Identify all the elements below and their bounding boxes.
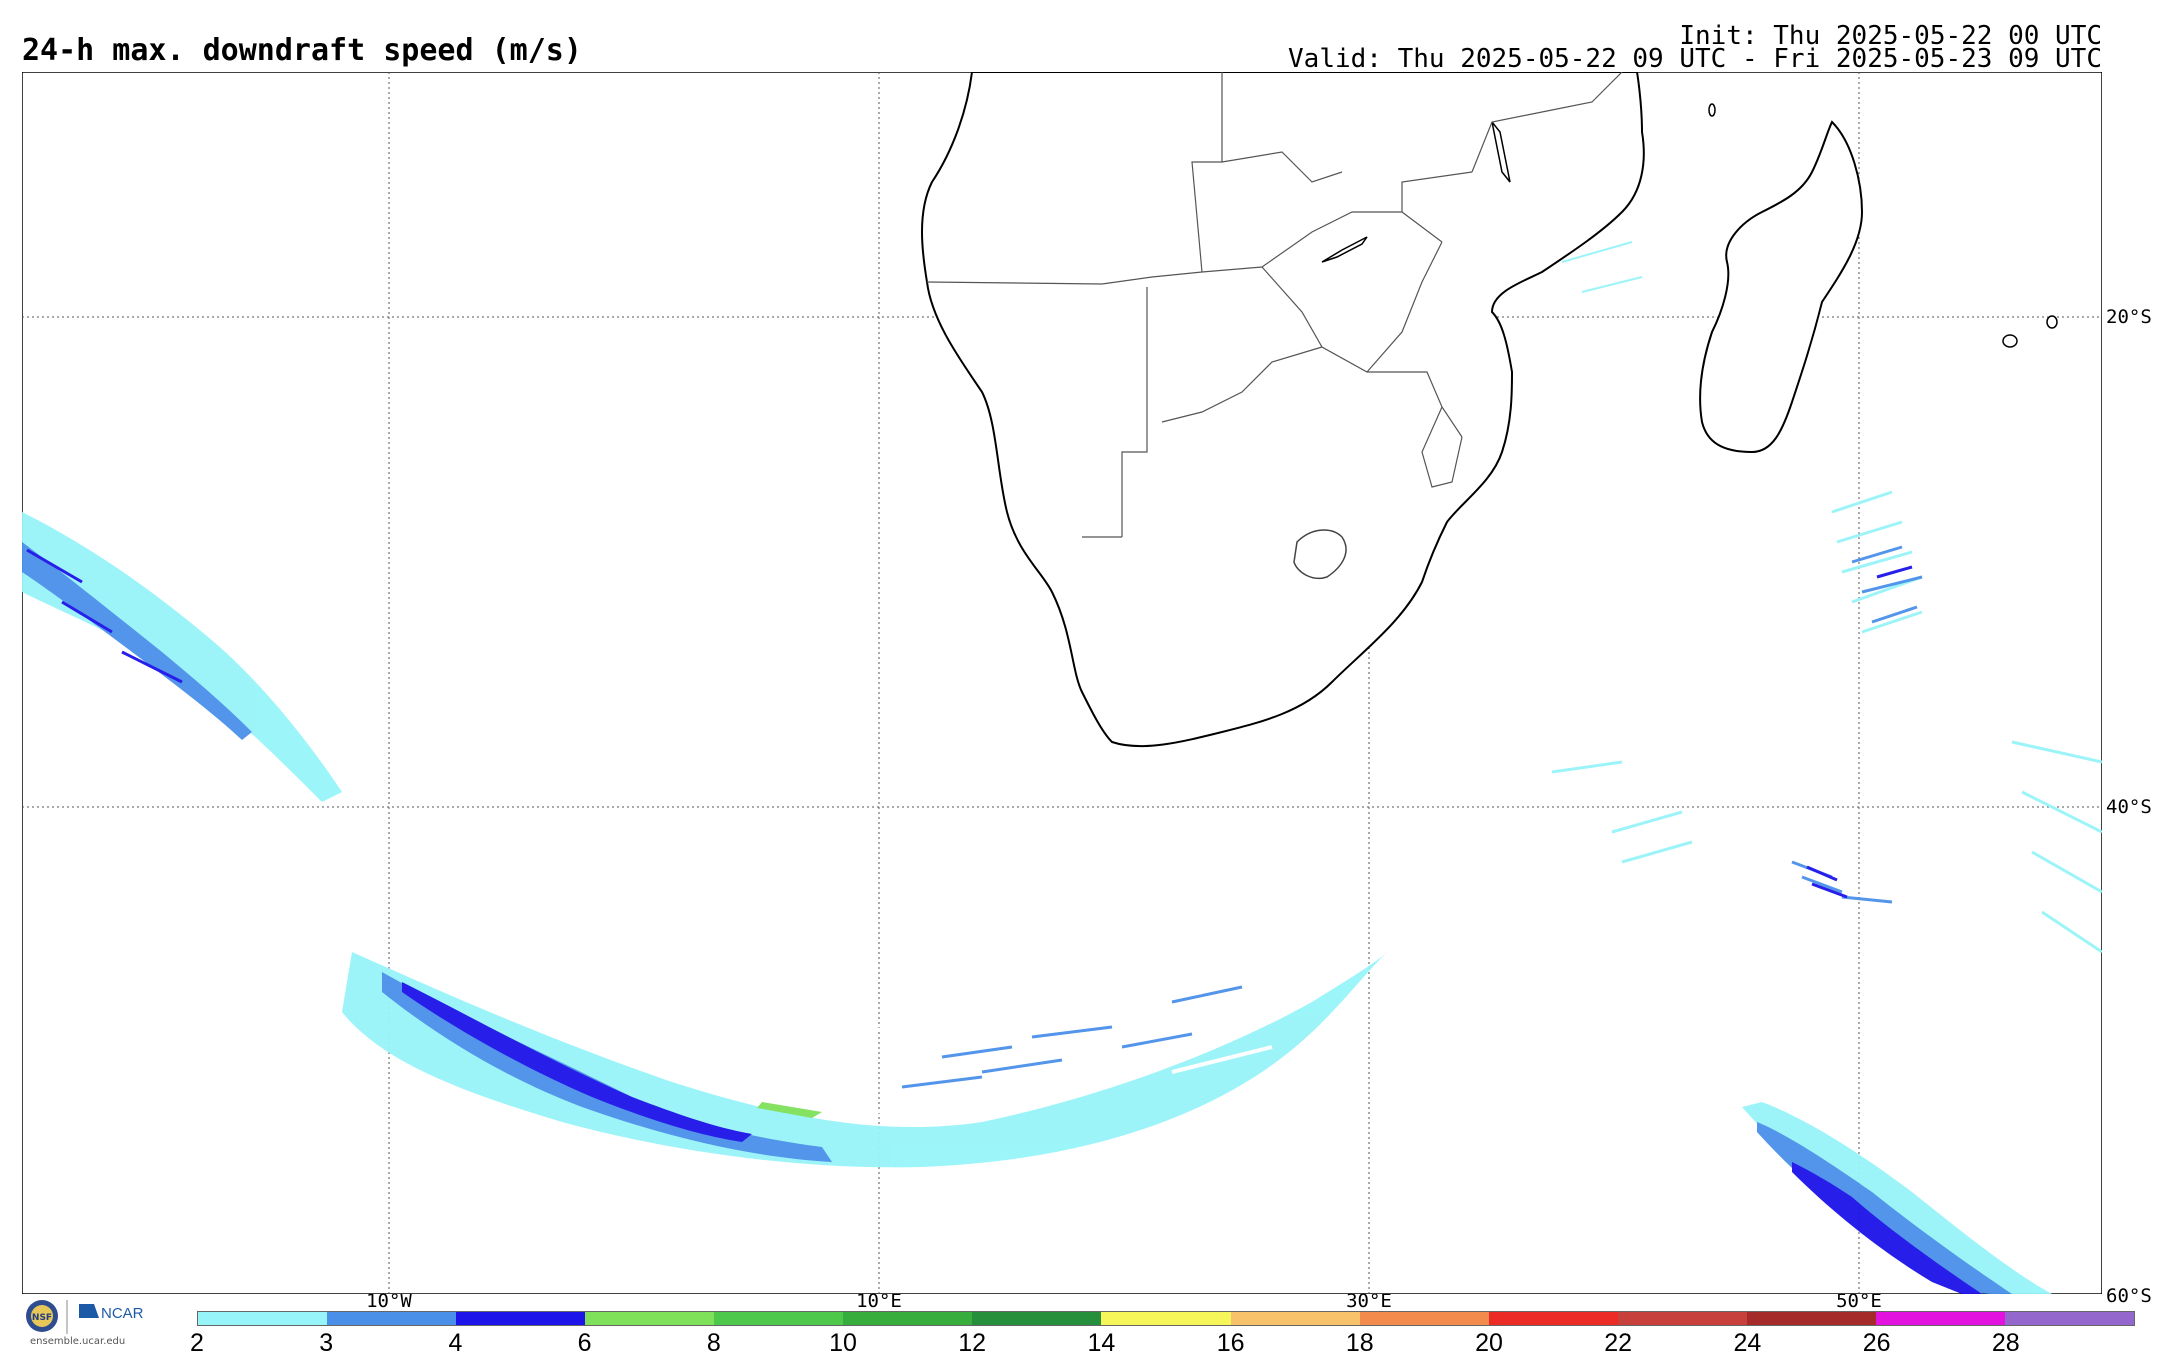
ncar-mark-icon xyxy=(79,1304,99,1318)
init-time: Init: Thu 2025-05-22 00 UTC xyxy=(1679,21,2102,51)
colorbar-tick-label: 18 xyxy=(1345,1329,1374,1357)
se-band-blue xyxy=(1757,1122,2012,1294)
colorbar-segment-7 xyxy=(1101,1312,1231,1325)
map-panel xyxy=(22,72,2102,1294)
lon-label-30e: 30°E xyxy=(1346,1290,1392,1312)
colorbar-tick-label: 24 xyxy=(1733,1329,1762,1357)
colorbar-tick-label: 28 xyxy=(1991,1329,2020,1357)
colorbar-segment-2 xyxy=(456,1312,586,1325)
country-borders xyxy=(926,72,1623,538)
colorbar-tick-label: 14 xyxy=(1087,1329,1116,1357)
colorbar-segment-10 xyxy=(1488,1312,1618,1325)
colorbar-tick-label: 6 xyxy=(577,1329,592,1357)
w-band-streaks xyxy=(26,548,183,684)
valid-time: Valid: Thu 2025-05-22 09 UTC - Fri 2025-… xyxy=(1288,44,2102,74)
colorbar-tick-label: 3 xyxy=(319,1329,334,1357)
island-mauritius xyxy=(2002,334,2018,348)
colorbar-tick-label: 22 xyxy=(1604,1329,1633,1357)
colorbar-segment-6 xyxy=(972,1312,1102,1325)
nsf-ncar-logo: NSF NCAR xyxy=(26,1300,144,1334)
downdraft-field xyxy=(22,171,2102,1294)
lesotho-border xyxy=(1293,529,1347,579)
colorbar-segment-8 xyxy=(1230,1312,1360,1325)
se-band-cyan xyxy=(1742,1102,2052,1294)
w-band-blue xyxy=(22,542,252,740)
lat-label-40s: 40°S xyxy=(2106,796,2152,818)
lat-label-20s: 20°S xyxy=(2106,306,2152,328)
colorbar-segment-0 xyxy=(198,1312,328,1325)
nsf-text: NSF xyxy=(32,1313,52,1323)
colorbar-segment-14 xyxy=(2004,1312,2134,1325)
map-title: 24-h max. downdraft speed (m/s) xyxy=(22,33,582,68)
e-streaks-darkblue xyxy=(1806,565,1913,899)
colorbar-segment-3 xyxy=(585,1312,715,1325)
band-gaps xyxy=(721,990,1273,1114)
island-reunion xyxy=(2046,315,2058,329)
lon-label-10e: 10°E xyxy=(856,1290,902,1312)
colorbar-segment-5 xyxy=(843,1312,973,1325)
madagascar-coastline xyxy=(1699,120,1864,454)
lon-label-10w: 10°W xyxy=(366,1290,412,1312)
colorbar-segment-13 xyxy=(1875,1312,2005,1325)
colorbar-tick-label: 12 xyxy=(958,1329,987,1357)
map-canvas xyxy=(22,72,2102,1294)
africa-coastline xyxy=(921,72,1645,748)
lake-malawi xyxy=(1491,121,1511,183)
colorbar xyxy=(197,1311,2135,1326)
e-streaks-cyan xyxy=(1551,490,2102,954)
w-band-cyan xyxy=(22,512,342,802)
band-green-spot xyxy=(757,1102,822,1118)
band-blue-main xyxy=(382,972,832,1162)
se-band-darkblue xyxy=(1792,1162,1982,1294)
colorbar-tick-label: 2 xyxy=(190,1329,204,1357)
colorbar-tick-label: 10 xyxy=(829,1329,857,1357)
ncar-text: NCAR xyxy=(101,1305,144,1322)
colorbar-tick-label: 4 xyxy=(448,1329,463,1357)
lat-label-60s: 60°S xyxy=(2106,1285,2152,1307)
colorbar-tick-label: 20 xyxy=(1475,1329,1503,1357)
colorbar-tick-label: 26 xyxy=(1862,1329,1891,1357)
colorbar-segment-12 xyxy=(1746,1312,1876,1325)
ensemble-url: ensemble.ucar.edu xyxy=(30,1336,126,1347)
lake-kariba xyxy=(1321,236,1368,263)
band-streaks xyxy=(901,985,1243,1089)
colorbar-tick-label: 16 xyxy=(1216,1329,1245,1357)
colorbar-segment-9 xyxy=(1359,1312,1489,1325)
island-comoros xyxy=(1708,103,1716,117)
colorbar-segment-11 xyxy=(1617,1312,1747,1325)
colorbar-segment-1 xyxy=(327,1312,457,1325)
colorbar-tick-label: 8 xyxy=(706,1329,721,1357)
colorbar-segment-4 xyxy=(714,1312,844,1325)
lon-label-50e: 50°E xyxy=(1836,1290,1882,1312)
